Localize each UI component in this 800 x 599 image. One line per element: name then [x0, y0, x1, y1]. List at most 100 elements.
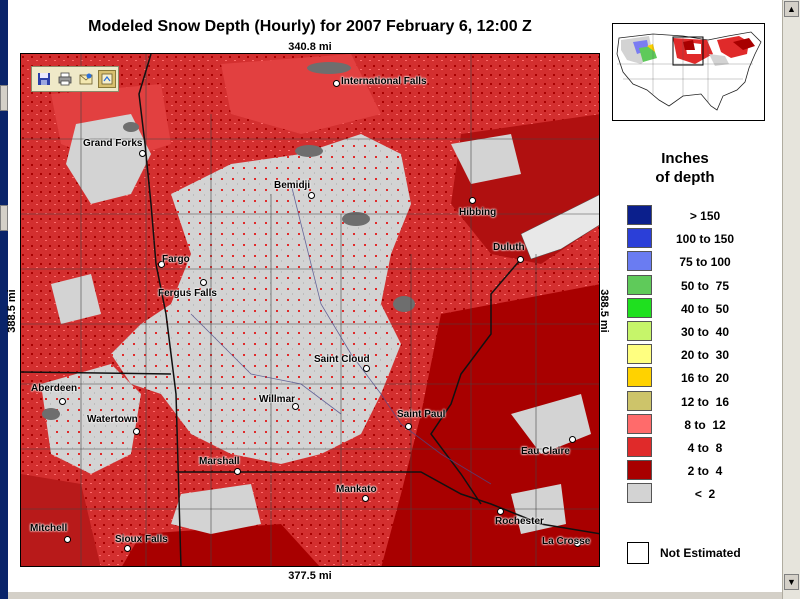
legend-swatch — [627, 321, 652, 341]
legend-label: 75 to 100 — [679, 255, 731, 270]
city-label: Duluth — [493, 242, 525, 253]
legend-row: 20 to 30 — [627, 344, 777, 366]
legend-row: 4 to 8 — [627, 437, 777, 459]
city-marker-icon — [362, 495, 369, 502]
city-marker-icon — [517, 256, 524, 263]
city-label: Grand Forks — [83, 138, 143, 149]
export-icon[interactable] — [98, 70, 116, 88]
not-estimated-swatch — [627, 542, 649, 564]
city-label: Willmar — [259, 394, 296, 405]
not-estimated-label: Not Estimated — [660, 546, 741, 560]
legend-swatch — [627, 274, 652, 295]
legend-title-line1: Inches — [661, 150, 709, 167]
city-marker-icon — [363, 365, 370, 372]
city-label: Rochester — [495, 516, 544, 527]
city-label: International Falls — [341, 76, 427, 87]
map-graphic — [21, 54, 599, 566]
scroll-down-arrow-icon[interactable]: ▼ — [784, 574, 799, 590]
city-label: Saint Cloud — [314, 354, 370, 365]
legend-row: < 2 — [627, 483, 777, 505]
city-marker-icon — [64, 536, 71, 543]
legend-title-line2: of depth — [655, 169, 715, 186]
city-label: La Crosse — [542, 536, 591, 547]
city-marker-icon — [234, 468, 241, 475]
email-icon[interactable] — [77, 70, 95, 88]
legend-row: 16 to 20 — [627, 367, 777, 389]
city-label: Watertown — [87, 414, 138, 425]
map-toolbar — [31, 66, 119, 92]
legend-label: 4 to 8 — [687, 441, 723, 455]
legend-label: 16 to 20 — [680, 371, 730, 386]
city-marker-icon — [569, 436, 576, 443]
legend-row: 40 to 50 — [627, 297, 777, 320]
legend-row: 50 to 75 — [627, 274, 777, 297]
window-left-edge — [0, 0, 8, 599]
legend-swatch — [627, 483, 652, 504]
city-marker-icon — [158, 261, 165, 268]
legend-row: 2 to 4 — [627, 460, 777, 482]
city-label: Bemidji — [274, 180, 311, 191]
legend-label: 40 to 50 — [680, 301, 730, 316]
legend-row: 30 to 40 — [627, 321, 777, 343]
us-outline-graphic — [616, 31, 762, 111]
legend-label: 50 to 75 — [680, 278, 730, 293]
legend-label: > 150 — [689, 209, 721, 223]
legend-label: 12 to 16 — [680, 394, 730, 409]
city-label: Sioux Falls — [115, 534, 168, 545]
city-marker-icon — [292, 403, 299, 410]
city-label: Hibbing — [459, 207, 497, 218]
horizontal-scrollbar[interactable] — [8, 592, 782, 599]
legend-swatch — [627, 228, 652, 249]
legend-label: 8 to 12 — [684, 417, 726, 432]
legend-row: > 150 — [627, 205, 777, 227]
save-icon[interactable] — [35, 70, 53, 88]
city-marker-icon — [405, 423, 412, 430]
legend-row: 100 to 150 — [627, 228, 777, 250]
window-tab[interactable] — [0, 205, 8, 231]
city-label: Saint Paul — [397, 409, 446, 420]
legend-row: 75 to 100 — [627, 251, 777, 273]
window-tab[interactable] — [0, 85, 8, 111]
city-label: Marshall — [199, 456, 240, 467]
city-label: Fergus Falls — [158, 288, 217, 299]
legend-label: 20 to 30 — [680, 348, 730, 363]
city-label: Aberdeen — [31, 383, 78, 394]
city-label: Mitchell — [30, 523, 68, 534]
map-title: Modeled Snow Depth (Hourly) for 2007 Feb… — [88, 18, 532, 35]
map-height-label-left: 388.5 mi — [6, 289, 18, 333]
scroll-up-arrow-icon[interactable]: ▲ — [784, 1, 799, 17]
city-marker-icon — [133, 428, 140, 435]
legend-swatch — [627, 460, 652, 481]
legend-label: 100 to 150 — [675, 232, 735, 247]
city-marker-icon — [333, 80, 340, 87]
legend-row: 8 to 12 — [627, 413, 777, 436]
legend-swatch — [627, 297, 652, 318]
vertical-scrollbar[interactable]: ▲ ▼ — [782, 0, 800, 599]
city-marker-icon — [497, 508, 504, 515]
legend-swatch — [627, 413, 652, 434]
legend-row: 12 to 16 — [627, 390, 777, 413]
legend-title: Inches of depth — [640, 149, 730, 187]
legend-swatch — [627, 367, 652, 388]
city-label: Fargo — [162, 254, 190, 265]
city-label: Mankato — [336, 484, 377, 495]
legend-label: 30 to 40 — [680, 325, 730, 339]
city-marker-icon — [200, 279, 207, 286]
city-marker-icon — [139, 150, 146, 157]
city-marker-icon — [574, 540, 581, 547]
map-width-label-bottom: 377.5 mi — [288, 570, 332, 582]
legend-swatch — [627, 390, 652, 411]
print-icon[interactable] — [56, 70, 74, 88]
legend-swatch — [627, 344, 652, 365]
legend-label: 2 to 4 — [687, 464, 723, 479]
map-width-label: 340.8 mi — [288, 41, 332, 53]
city-label: Eau Claire — [521, 446, 570, 457]
us-overview-inset[interactable] — [612, 23, 765, 121]
legend-label: < 2 — [694, 487, 716, 502]
legend-swatch — [627, 205, 652, 225]
city-marker-icon — [469, 197, 476, 204]
snow-depth-map[interactable]: International Falls Grand Forks Bemidji … — [20, 53, 600, 567]
city-marker-icon — [124, 545, 131, 552]
city-marker-icon — [59, 398, 66, 405]
legend-swatch — [627, 437, 652, 457]
